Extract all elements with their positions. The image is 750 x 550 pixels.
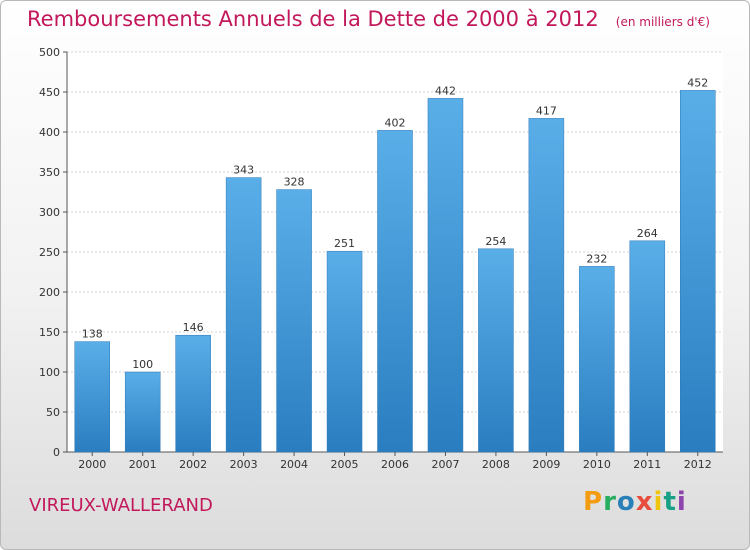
y-tick-label: 500 [39,46,60,59]
bar-2011 [629,240,666,453]
y-tick-label: 0 [53,446,60,459]
value-label-2006: 402 [385,116,406,129]
value-label-2003: 343 [233,164,254,177]
bar-2001 [124,371,161,453]
value-label-2012: 452 [687,76,708,89]
y-tick-label: 450 [39,86,60,99]
x-tick-label-2006: 2006 [381,458,409,471]
x-tick-label-2003: 2003 [230,458,258,471]
value-label-2010: 232 [586,252,607,265]
chart-unit-note: (en milliers d'€) [615,15,710,29]
bar-2003 [225,177,262,453]
y-tick-label: 100 [39,366,60,379]
y-tick-label: 150 [39,326,60,339]
bar-2007 [427,98,464,453]
chart-title-text: Remboursements Annuels de la Dette de 20… [27,7,599,31]
x-tick-label-2011: 2011 [633,458,661,471]
value-label-2005: 251 [334,237,355,250]
x-tick-label-2004: 2004 [280,458,308,471]
y-tick-label: 50 [46,406,60,419]
bar-2000 [74,341,110,453]
bar-2004 [276,189,312,453]
x-tick-label-2005: 2005 [331,458,359,471]
value-label-2008: 254 [485,235,506,248]
location-label: VIREUX-WALLERAND [29,495,213,516]
x-tick-label-2009: 2009 [532,458,560,471]
x-tick-label-2012: 2012 [684,458,712,471]
y-tick-label: 250 [39,246,60,259]
x-tick-label-2008: 2008 [482,458,510,471]
y-tick-label: 350 [39,166,60,179]
bar-2008 [478,248,514,453]
x-tick-label-2002: 2002 [179,458,207,471]
x-tick-label-2001: 2001 [129,458,157,471]
brand-logo: Proxiti [583,487,687,517]
bar-2009 [528,118,565,453]
value-label-2000: 138 [82,328,103,341]
bar-2010 [579,266,615,453]
chart-title: Remboursements Annuels de la Dette de 20… [27,7,710,31]
bar-2012 [680,90,716,453]
value-label-2011: 264 [637,227,658,240]
x-tick-label-2010: 2010 [583,458,611,471]
y-tick-label: 400 [39,126,60,139]
y-tick-label: 300 [39,206,60,219]
bar-2005 [326,250,363,453]
value-label-2007: 442 [435,84,456,97]
bar-2006 [377,130,413,453]
value-label-2002: 146 [183,321,204,334]
bar-2002 [175,334,211,453]
y-tick-label: 200 [39,286,60,299]
value-label-2009: 417 [536,104,557,117]
x-tick-label-2007: 2007 [431,458,459,471]
value-label-2004: 328 [284,176,305,189]
x-tick-label-2000: 2000 [78,458,106,471]
value-label-2001: 100 [132,358,153,371]
